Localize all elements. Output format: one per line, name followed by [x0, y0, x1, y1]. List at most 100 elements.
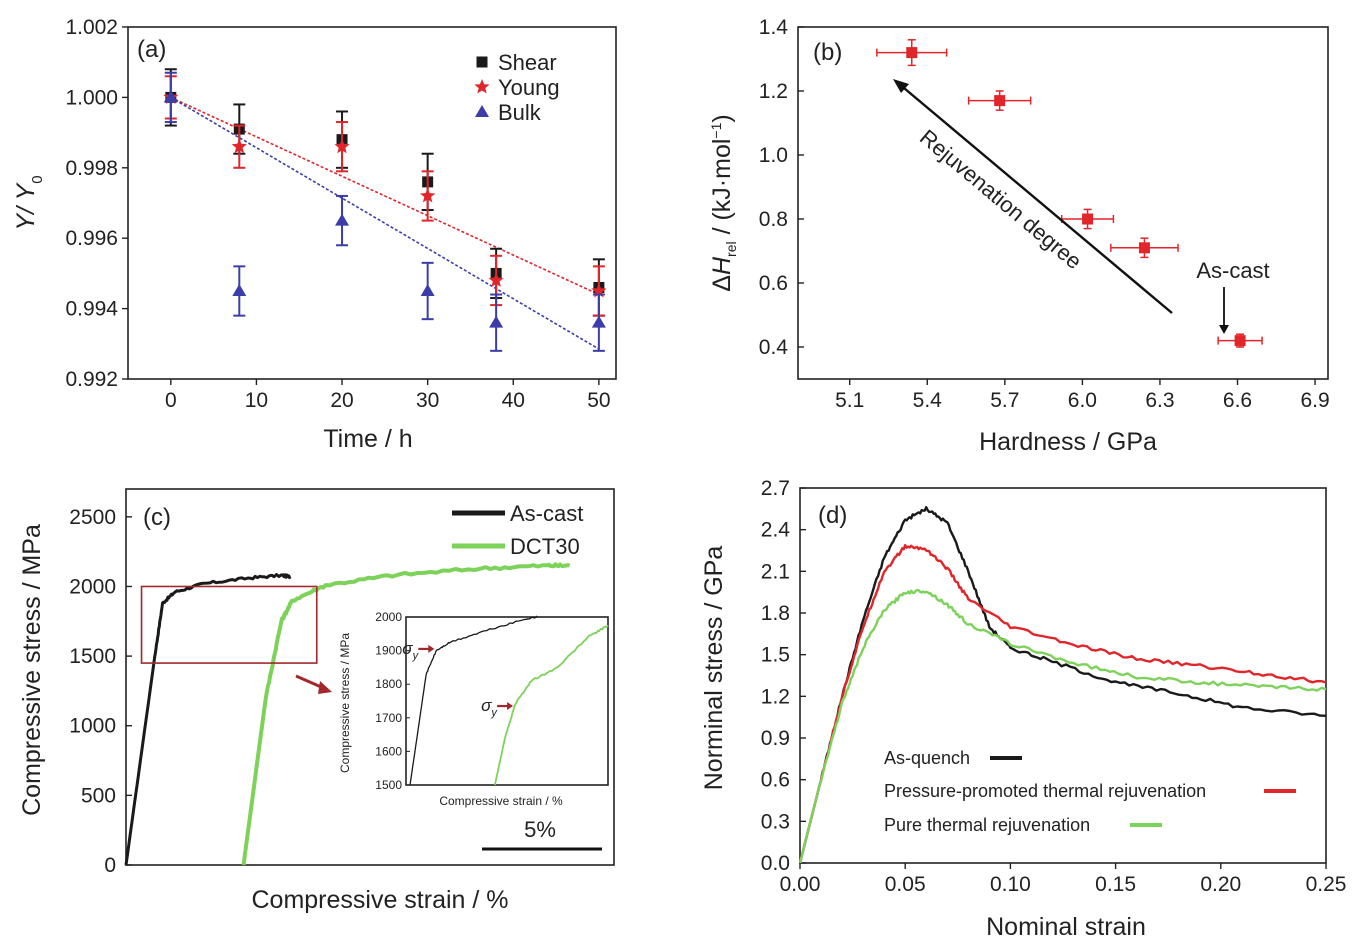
inset-y-tick-label: 2000 [375, 610, 402, 624]
inset-y-tick-label: 1600 [375, 744, 402, 758]
panel-b-frame [797, 26, 1329, 380]
inset-as-cast-curve [409, 615, 538, 786]
panel-b-points [876, 39, 1263, 348]
panel-d-xlabel: Nominal strain [986, 913, 1146, 941]
inset-yield-arrowhead [507, 702, 514, 711]
scale-bar-label: 5% [524, 817, 556, 842]
panel-c-y-tick-label: 0 [104, 854, 116, 877]
panel-a-x-tick-label: 30 [416, 389, 439, 412]
panel-b-point [1138, 242, 1150, 254]
panel-d-x-tick-label: 0.15 [1095, 873, 1136, 896]
panel-a-y-tick-label: 0.996 [65, 227, 118, 250]
inset-y-tick-label: 1800 [375, 677, 402, 691]
panel-b-point [906, 47, 918, 59]
panel-a-points [163, 68, 607, 352]
panel-d-pure-thermal-curve [798, 588, 1327, 864]
panel-c-y-tick-label: 2000 [69, 575, 116, 598]
panel-d-y-tick-label: 0.3 [761, 810, 790, 833]
panel-b-label: (b) [813, 39, 842, 66]
rejuvenation-arrowhead [893, 79, 909, 93]
rejuvenation-text: Rejuvenation degree [915, 124, 1087, 274]
panel-d: 0.0 0.3 0.6 0.9 1.2 1.5 1.8 2.1 2.4 2.7 0.00 0.05 0.… [700, 477, 1346, 941]
panel-c: 0 500 1000 1500 2000 2500 (c) As-cast DCT30 15… [18, 488, 615, 914]
panel-d-lines [798, 506, 1327, 864]
panel-a-bulk-point [232, 284, 247, 296]
inset-y-tick-label: 1700 [375, 711, 402, 725]
panel-b-y-tick-label: 1.0 [759, 144, 788, 167]
panel-d-y-tick-label: 2.7 [761, 477, 790, 500]
panel-b-y-tick-label: 0.6 [759, 272, 788, 295]
panel-b-y-tick-label: 1.2 [759, 80, 788, 103]
panel-d-ylabel: Norminal stress / GPa [700, 546, 728, 791]
panel-a-bulk-point [163, 90, 178, 103]
panel-d-x-tick-label: 0.20 [1200, 873, 1241, 896]
panel-a-young-point [420, 188, 436, 203]
panel-a-fit-lines [170, 96, 600, 350]
panel-a-y-tick-label: 0.998 [65, 157, 118, 180]
inset-xlabel: Compressive strain / % [439, 794, 563, 808]
panel-c-xlabel: Compressive strain / % [251, 886, 508, 914]
panel-a-xlabel: Time / h [323, 425, 412, 453]
inset-yield-markers: σy σy [402, 639, 514, 719]
panel-a-y-tick-label: 1.002 [65, 16, 118, 39]
panel-a-bulk-point [335, 213, 350, 226]
panel-c-lines [124, 562, 571, 866]
panel-b-x-tick-label: 6.6 [1223, 389, 1252, 412]
panel-c-ylabel: Compressive stress / MPa [18, 524, 46, 816]
inset-pointer-arrowhead [318, 681, 332, 694]
panel-b-point [1234, 335, 1246, 347]
panel-a-legend-bulk-label: Bulk [498, 100, 542, 125]
panel-b-y-tick-label: 0.4 [759, 336, 789, 359]
panel-b-y-tick-label: 0.8 [759, 208, 788, 231]
panel-d-legend-pure-thermal-label: Pure thermal rejuvenation [884, 815, 1090, 835]
panel-d-y-tick-label: 1.2 [761, 685, 790, 708]
panel-d-y-tick-label: 2.4 [761, 519, 791, 542]
panel-b-x-tick-label: 5.1 [835, 389, 864, 412]
panel-c-ticks: 0 500 1000 1500 2000 2500 [69, 506, 132, 877]
panel-a-legend-young-marker [474, 79, 490, 94]
panel-a-bulk-point [420, 284, 435, 296]
inset-ylabel: Compressive stress / MPa [338, 633, 352, 773]
panel-d-x-tick-label: 0.10 [990, 873, 1031, 896]
panel-a-ylabel: Y/ Y0 [12, 175, 46, 230]
panel-c-highlight-box [140, 585, 318, 664]
inset-dct30-curve [494, 624, 609, 786]
panel-a-x-tick-label: 40 [502, 389, 525, 412]
panel-b-x-tick-label: 6.0 [1068, 389, 1097, 412]
panel-a-legend-shear-marker [476, 56, 488, 68]
panel-a-x-tick-label: 0 [165, 389, 177, 412]
panel-d-y-tick-label: 0.9 [761, 727, 790, 750]
panel-a-bulk-point [591, 315, 606, 328]
panel-c-legend: As-cast DCT30 [452, 501, 583, 559]
panel-a-bulk-point [489, 315, 504, 328]
panel-a-frame [127, 26, 617, 380]
panel-c-y-tick-label: 500 [81, 784, 116, 807]
panel-d-legend: As-quench Pressure-promoted thermal rejuv… [884, 748, 1296, 835]
panel-b-xlabel: Hardness / GPa [979, 428, 1157, 456]
panel-b-y-tick-label: 1.4 [759, 16, 789, 39]
as-cast-annotation: As-cast [1196, 258, 1269, 283]
panel-b-ticks: 0.4 0.6 0.8 1.0 1.2 1.4 5.1 5.4 5.7 6.0 6.3 6.6 6.9 [759, 16, 1330, 412]
panel-d-legend-as-quench-label: As-quench [884, 748, 970, 768]
panel-c-frame [125, 488, 615, 866]
panel-a-legend-shear-label: Shear [498, 50, 557, 75]
panel-a-y-tick-label: 1.000 [65, 86, 118, 109]
inset-y-tick-label: 1500 [375, 778, 402, 792]
panel-d-legend-pressure-promoted-label: Pressure-promoted thermal rejuvenation [884, 781, 1206, 801]
highlight-rectangle [140, 585, 318, 664]
inset-ticks: 1500 1600 1700 1800 1900 2000 [375, 610, 410, 792]
panel-d-pressure-promoted-curve [798, 543, 1327, 864]
panel-b-point [994, 95, 1006, 107]
panel-a-legend-young-label: Young [498, 75, 560, 100]
panel-d-y-tick-label: 1.8 [761, 602, 790, 625]
panel-a-young-point [488, 272, 504, 287]
inset-y-tick-label: 1900 [375, 644, 402, 658]
panel-c-inset: 1500 1600 1700 1800 1900 2000 σy σy Compressiv… [338, 610, 609, 808]
panel-c-y-tick-label: 2500 [69, 506, 116, 529]
panel-d-frame [799, 487, 1327, 864]
panel-d-y-tick-label: 2.1 [761, 560, 790, 583]
panel-a-fit-line [170, 96, 600, 350]
panel-d-x-tick-label: 0.25 [1306, 873, 1347, 896]
panel-c-label: (c) [143, 504, 171, 531]
panel-a-ticks: 0.992 0.994 0.996 0.998 1.000 1.002 0 10 20 30 40 5… [65, 16, 610, 412]
